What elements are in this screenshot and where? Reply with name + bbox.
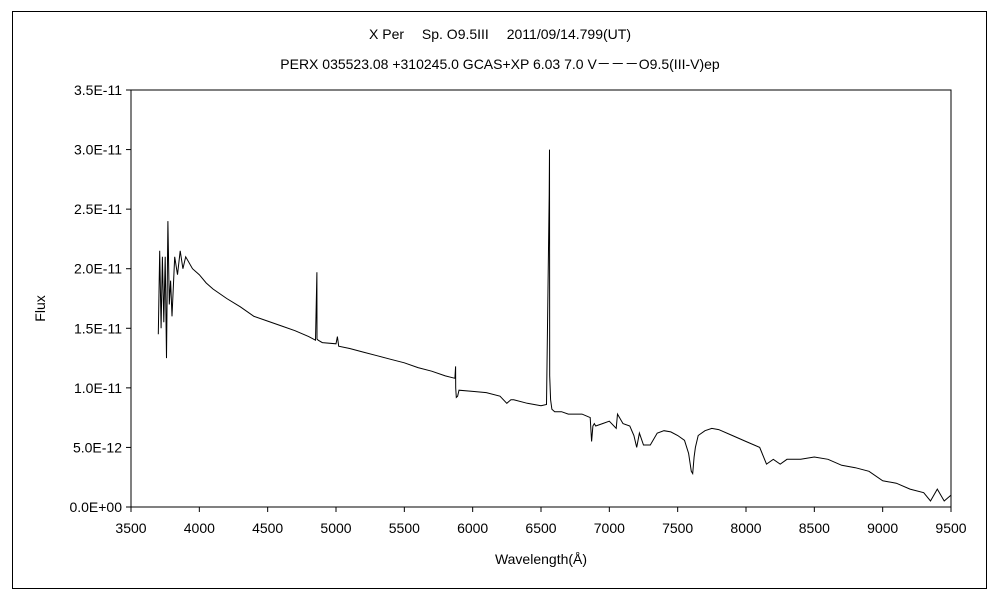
x-tick-label: 7500 — [662, 520, 693, 536]
y-tick-label: 3.5E-11 — [74, 82, 122, 98]
y-tick-label: 1.5E-11 — [74, 320, 122, 336]
x-tick-label: 7000 — [594, 520, 625, 536]
x-tick-label: 9000 — [867, 520, 898, 536]
y-tick-label: 2.0E-11 — [74, 261, 122, 277]
spectrum-line — [157, 149, 952, 502]
x-tick-label: 6000 — [457, 520, 488, 536]
x-tick-label: 9500 — [935, 520, 966, 536]
x-tick-label: 4500 — [252, 520, 283, 536]
y-tick-label: 0.0E+00 — [69, 499, 122, 515]
x-tick-label: 5500 — [389, 520, 420, 536]
x-tick-label: 6500 — [525, 520, 556, 536]
x-tick-label: 8500 — [799, 520, 830, 536]
y-tick-label: 2.5E-11 — [74, 201, 122, 217]
y-axis-label: Flux — [32, 295, 48, 321]
x-axis: 3500 4000 4500 5000 5500 6000 6500 7000 7500 8000… — [115, 507, 967, 536]
y-tick-label: 5.0E-12 — [73, 439, 122, 455]
y-axis: 0.0E+00 5.0E-12 1.0E-11 1.5E-11 2.0E-11 2.5E-… — [69, 82, 131, 515]
plot-area — [130, 89, 952, 508]
x-tick-label: 4000 — [184, 520, 215, 536]
chart-frame — [12, 11, 987, 589]
x-tick-label: 3500 — [115, 520, 146, 536]
y-tick-label: 1.0E-11 — [74, 380, 122, 396]
x-axis-label: Wavelength(Å) — [495, 551, 587, 567]
y-tick-label: 3.0E-11 — [74, 142, 122, 158]
chart-subtitle: PERX 035523.08 +310245.0 GCAS+XP 6.03 7.… — [280, 56, 720, 72]
x-tick-label: 5000 — [320, 520, 351, 536]
x-tick-label: 8000 — [730, 520, 761, 536]
chart-title: X Per Sp. O9.5III 2011/09/14.799(UT) — [369, 26, 631, 42]
